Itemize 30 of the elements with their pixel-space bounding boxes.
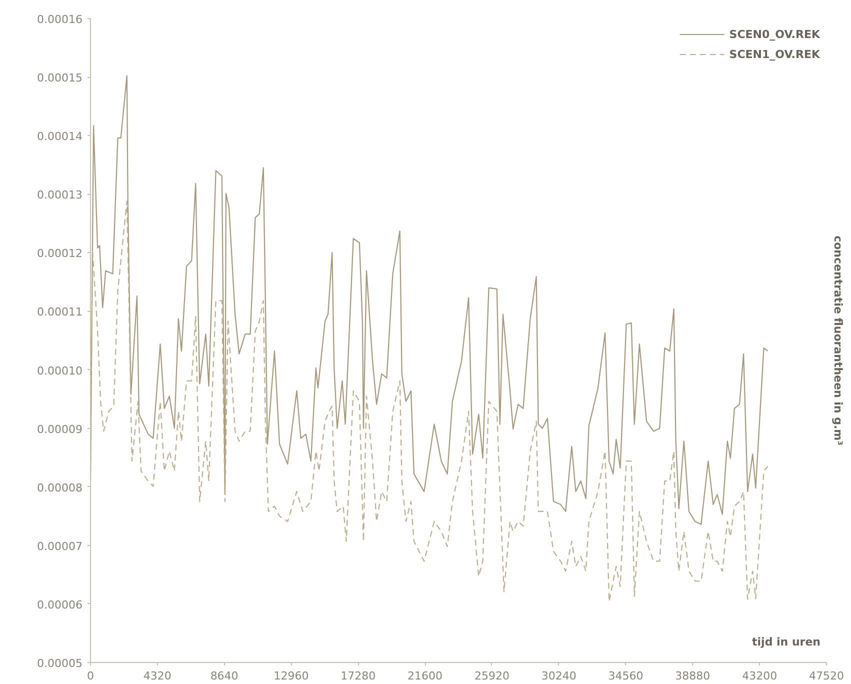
y-tick-label: 0.00013 bbox=[37, 188, 83, 202]
y-tick-label: 0.00008 bbox=[37, 481, 83, 494]
y-tick-label: 0.00011 bbox=[37, 306, 83, 319]
x-tick-label: 47520 bbox=[809, 670, 844, 682]
x-tick-label: 30240 bbox=[541, 670, 576, 682]
y-tick-label: 0.00010 bbox=[37, 364, 83, 378]
x-axis-title: tijd in uren bbox=[752, 636, 821, 648]
y-tick-label: 0.00005 bbox=[37, 657, 83, 670]
x-tick-label: 34560 bbox=[608, 670, 644, 682]
y-tick-label: 0.00009 bbox=[37, 422, 83, 436]
y-tick-label: 0.00016 bbox=[37, 13, 83, 26]
x-tick-label: 17280 bbox=[340, 670, 376, 682]
y-tick-label: 0.00014 bbox=[37, 130, 83, 144]
y-tick-label: 0.00015 bbox=[37, 72, 83, 85]
x-tick-label: 25920 bbox=[474, 670, 510, 682]
x-tick-label: 38880 bbox=[675, 670, 710, 682]
x-tick-label: 4320 bbox=[143, 670, 172, 682]
line-series bbox=[90, 200, 768, 602]
x-tick-label: 8640 bbox=[210, 670, 238, 682]
x-tick-label: 12960 bbox=[274, 670, 309, 682]
y-tick-label: 0.00007 bbox=[37, 540, 83, 553]
x-tick-label: 21600 bbox=[408, 670, 443, 682]
y-axis-title: concentratie fluorantheen in g.m³ bbox=[832, 236, 844, 446]
line-series bbox=[90, 75, 768, 525]
legend-label: SCEN0_OV.REK bbox=[729, 28, 820, 40]
legend-label: SCEN1_OV.REK bbox=[729, 48, 820, 60]
x-tick-label: 43200 bbox=[742, 670, 778, 682]
y-tick-label: 0.00006 bbox=[37, 598, 83, 612]
y-tick-label: 0.00012 bbox=[37, 247, 83, 260]
x-tick-label: 0 bbox=[87, 670, 94, 682]
